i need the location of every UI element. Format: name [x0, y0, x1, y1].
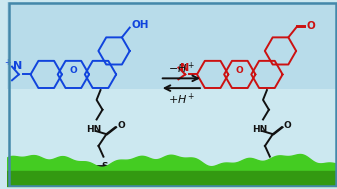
Text: O: O [307, 21, 316, 31]
Text: O: O [69, 66, 77, 75]
Text: $+H^+$: $+H^+$ [167, 91, 195, 107]
Text: $^+$N: $^+$N [2, 58, 23, 74]
Polygon shape [7, 2, 337, 89]
Text: S: S [268, 162, 274, 170]
Text: O: O [283, 121, 291, 130]
Text: HN: HN [252, 125, 268, 134]
Text: S: S [101, 162, 108, 170]
Text: O: O [117, 121, 125, 130]
Text: $-H^+$: $-H^+$ [167, 61, 195, 76]
Text: OH: OH [132, 20, 149, 30]
Text: O: O [236, 66, 244, 75]
Text: N: N [180, 64, 189, 74]
Text: HN: HN [86, 125, 101, 134]
